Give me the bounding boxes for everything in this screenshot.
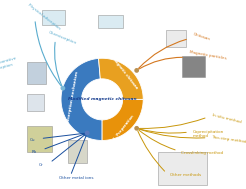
Circle shape [135,69,138,72]
FancyBboxPatch shape [98,15,123,28]
Text: Chemisorption: Chemisorption [48,30,77,45]
Text: Cr: Cr [39,163,43,167]
Text: Magnetic particles: Magnetic particles [189,50,227,61]
Text: Crosslinking method: Crosslinking method [182,151,224,155]
Text: 1. Magnetic chitosan: 1. Magnetic chitosan [108,53,139,90]
Text: Pb: Pb [31,150,36,154]
Polygon shape [61,58,102,140]
Text: Coprecipitation
method: Coprecipitation method [193,130,224,138]
Circle shape [135,127,138,130]
FancyBboxPatch shape [166,30,186,47]
Text: Modified magnetic chitosan: Modified magnetic chitosan [68,97,137,101]
Text: Physical adsorption: Physical adsorption [27,3,62,31]
Text: Chitosan: Chitosan [193,32,211,41]
Polygon shape [102,99,143,140]
FancyBboxPatch shape [158,152,207,185]
FancyBboxPatch shape [42,10,65,25]
FancyBboxPatch shape [183,56,205,77]
FancyBboxPatch shape [27,125,52,152]
Text: In situ method: In situ method [211,113,241,125]
FancyBboxPatch shape [68,140,87,163]
Text: Collaborative
adsorption: Collaborative adsorption [0,56,19,72]
Text: Adsorption mechanism: Adsorption mechanism [66,71,79,125]
Text: Two-step method: Two-step method [211,135,246,144]
Polygon shape [99,58,143,99]
Text: Other methods: Other methods [170,173,201,177]
Text: Other metal ions: Other metal ions [59,176,94,180]
FancyBboxPatch shape [27,62,46,84]
FancyBboxPatch shape [27,94,44,111]
Circle shape [61,87,65,90]
Text: Cu: Cu [29,139,35,143]
Circle shape [86,131,89,135]
Text: 2. Preparation: 2. Preparation [112,114,135,141]
